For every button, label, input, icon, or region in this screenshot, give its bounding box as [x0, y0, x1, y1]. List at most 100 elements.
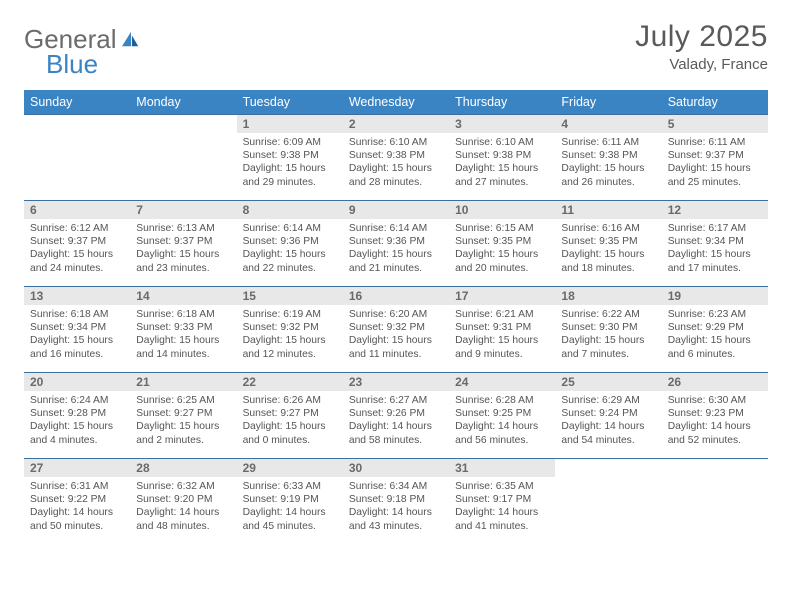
calendar-header-row: SundayMondayTuesdayWednesdayThursdayFrid…	[24, 90, 768, 115]
calendar-week-row: 27Sunrise: 6:31 AMSunset: 9:22 PMDayligh…	[24, 459, 768, 545]
day-number: 16	[343, 287, 449, 305]
day-details: Sunrise: 6:15 AMSunset: 9:35 PMDaylight:…	[449, 219, 555, 279]
calendar-body: 1Sunrise: 6:09 AMSunset: 9:38 PMDaylight…	[24, 115, 768, 545]
weekday-header: Saturday	[662, 90, 768, 115]
weekday-header: Monday	[130, 90, 236, 115]
calendar-cell: 9Sunrise: 6:14 AMSunset: 9:36 PMDaylight…	[343, 201, 449, 287]
calendar-cell: 1Sunrise: 6:09 AMSunset: 9:38 PMDaylight…	[237, 115, 343, 201]
calendar-cell: 8Sunrise: 6:14 AMSunset: 9:36 PMDaylight…	[237, 201, 343, 287]
day-details: Sunrise: 6:20 AMSunset: 9:32 PMDaylight:…	[343, 305, 449, 365]
calendar-page: GeneralBlue July 2025 Valady, France Sun…	[0, 0, 792, 545]
calendar-cell: 19Sunrise: 6:23 AMSunset: 9:29 PMDayligh…	[662, 287, 768, 373]
day-number: 27	[24, 459, 130, 477]
weekday-header: Sunday	[24, 90, 130, 115]
day-details: Sunrise: 6:12 AMSunset: 9:37 PMDaylight:…	[24, 219, 130, 279]
day-number: 10	[449, 201, 555, 219]
calendar-cell-empty	[24, 115, 130, 201]
calendar-cell: 27Sunrise: 6:31 AMSunset: 9:22 PMDayligh…	[24, 459, 130, 545]
day-details: Sunrise: 6:14 AMSunset: 9:36 PMDaylight:…	[343, 219, 449, 279]
calendar-week-row: 13Sunrise: 6:18 AMSunset: 9:34 PMDayligh…	[24, 287, 768, 373]
calendar-cell: 2Sunrise: 6:10 AMSunset: 9:38 PMDaylight…	[343, 115, 449, 201]
day-details: Sunrise: 6:25 AMSunset: 9:27 PMDaylight:…	[130, 391, 236, 451]
day-number: 15	[237, 287, 343, 305]
day-number: 19	[662, 287, 768, 305]
calendar-cell: 6Sunrise: 6:12 AMSunset: 9:37 PMDaylight…	[24, 201, 130, 287]
day-details: Sunrise: 6:24 AMSunset: 9:28 PMDaylight:…	[24, 391, 130, 451]
calendar-cell: 25Sunrise: 6:29 AMSunset: 9:24 PMDayligh…	[555, 373, 661, 459]
day-details: Sunrise: 6:33 AMSunset: 9:19 PMDaylight:…	[237, 477, 343, 537]
calendar-cell: 22Sunrise: 6:26 AMSunset: 9:27 PMDayligh…	[237, 373, 343, 459]
day-number: 29	[237, 459, 343, 477]
header: GeneralBlue July 2025 Valady, France	[24, 20, 768, 80]
calendar-cell: 26Sunrise: 6:30 AMSunset: 9:23 PMDayligh…	[662, 373, 768, 459]
calendar-cell: 20Sunrise: 6:24 AMSunset: 9:28 PMDayligh…	[24, 373, 130, 459]
calendar-cell: 10Sunrise: 6:15 AMSunset: 9:35 PMDayligh…	[449, 201, 555, 287]
weekday-header: Friday	[555, 90, 661, 115]
day-details: Sunrise: 6:10 AMSunset: 9:38 PMDaylight:…	[449, 133, 555, 193]
sail-icon	[120, 24, 142, 55]
brand-logo: GeneralBlue	[24, 20, 142, 80]
calendar-cell-empty	[555, 459, 661, 545]
day-number: 23	[343, 373, 449, 391]
day-details: Sunrise: 6:35 AMSunset: 9:17 PMDaylight:…	[449, 477, 555, 537]
day-number: 4	[555, 115, 661, 133]
calendar-cell: 12Sunrise: 6:17 AMSunset: 9:34 PMDayligh…	[662, 201, 768, 287]
brand-word2: Blue	[46, 49, 98, 79]
calendar-cell-empty	[130, 115, 236, 201]
day-number: 8	[237, 201, 343, 219]
day-number: 18	[555, 287, 661, 305]
day-details: Sunrise: 6:34 AMSunset: 9:18 PMDaylight:…	[343, 477, 449, 537]
location-subtitle: Valady, France	[635, 56, 768, 73]
day-number: 17	[449, 287, 555, 305]
calendar-cell: 31Sunrise: 6:35 AMSunset: 9:17 PMDayligh…	[449, 459, 555, 545]
calendar-week-row: 6Sunrise: 6:12 AMSunset: 9:37 PMDaylight…	[24, 201, 768, 287]
calendar-cell: 5Sunrise: 6:11 AMSunset: 9:37 PMDaylight…	[662, 115, 768, 201]
day-details: Sunrise: 6:27 AMSunset: 9:26 PMDaylight:…	[343, 391, 449, 451]
day-details: Sunrise: 6:11 AMSunset: 9:38 PMDaylight:…	[555, 133, 661, 193]
calendar-cell: 3Sunrise: 6:10 AMSunset: 9:38 PMDaylight…	[449, 115, 555, 201]
day-details: Sunrise: 6:14 AMSunset: 9:36 PMDaylight:…	[237, 219, 343, 279]
calendar-cell: 16Sunrise: 6:20 AMSunset: 9:32 PMDayligh…	[343, 287, 449, 373]
day-details: Sunrise: 6:16 AMSunset: 9:35 PMDaylight:…	[555, 219, 661, 279]
day-details: Sunrise: 6:26 AMSunset: 9:27 PMDaylight:…	[237, 391, 343, 451]
day-number: 24	[449, 373, 555, 391]
weekday-header: Wednesday	[343, 90, 449, 115]
day-number: 20	[24, 373, 130, 391]
day-details: Sunrise: 6:29 AMSunset: 9:24 PMDaylight:…	[555, 391, 661, 451]
calendar-cell: 7Sunrise: 6:13 AMSunset: 9:37 PMDaylight…	[130, 201, 236, 287]
day-details: Sunrise: 6:22 AMSunset: 9:30 PMDaylight:…	[555, 305, 661, 365]
day-details: Sunrise: 6:19 AMSunset: 9:32 PMDaylight:…	[237, 305, 343, 365]
day-number: 2	[343, 115, 449, 133]
day-details: Sunrise: 6:18 AMSunset: 9:34 PMDaylight:…	[24, 305, 130, 365]
day-number: 12	[662, 201, 768, 219]
page-title: July 2025	[635, 20, 768, 54]
weekday-header: Tuesday	[237, 90, 343, 115]
day-number: 11	[555, 201, 661, 219]
day-details: Sunrise: 6:09 AMSunset: 9:38 PMDaylight:…	[237, 133, 343, 193]
day-details: Sunrise: 6:10 AMSunset: 9:38 PMDaylight:…	[343, 133, 449, 193]
calendar-cell: 11Sunrise: 6:16 AMSunset: 9:35 PMDayligh…	[555, 201, 661, 287]
day-number: 13	[24, 287, 130, 305]
day-number: 31	[449, 459, 555, 477]
day-number: 30	[343, 459, 449, 477]
day-details: Sunrise: 6:17 AMSunset: 9:34 PMDaylight:…	[662, 219, 768, 279]
calendar-cell: 24Sunrise: 6:28 AMSunset: 9:25 PMDayligh…	[449, 373, 555, 459]
calendar-cell: 17Sunrise: 6:21 AMSunset: 9:31 PMDayligh…	[449, 287, 555, 373]
day-number: 1	[237, 115, 343, 133]
calendar-cell-empty	[662, 459, 768, 545]
day-number: 3	[449, 115, 555, 133]
calendar-table: SundayMondayTuesdayWednesdayThursdayFrid…	[24, 90, 768, 545]
day-details: Sunrise: 6:13 AMSunset: 9:37 PMDaylight:…	[130, 219, 236, 279]
day-number: 7	[130, 201, 236, 219]
calendar-cell: 29Sunrise: 6:33 AMSunset: 9:19 PMDayligh…	[237, 459, 343, 545]
weekday-header: Thursday	[449, 90, 555, 115]
calendar-cell: 23Sunrise: 6:27 AMSunset: 9:26 PMDayligh…	[343, 373, 449, 459]
calendar-cell: 13Sunrise: 6:18 AMSunset: 9:34 PMDayligh…	[24, 287, 130, 373]
day-number: 5	[662, 115, 768, 133]
day-number: 9	[343, 201, 449, 219]
day-number: 22	[237, 373, 343, 391]
day-details: Sunrise: 6:18 AMSunset: 9:33 PMDaylight:…	[130, 305, 236, 365]
day-details: Sunrise: 6:28 AMSunset: 9:25 PMDaylight:…	[449, 391, 555, 451]
day-number: 21	[130, 373, 236, 391]
day-number: 25	[555, 373, 661, 391]
